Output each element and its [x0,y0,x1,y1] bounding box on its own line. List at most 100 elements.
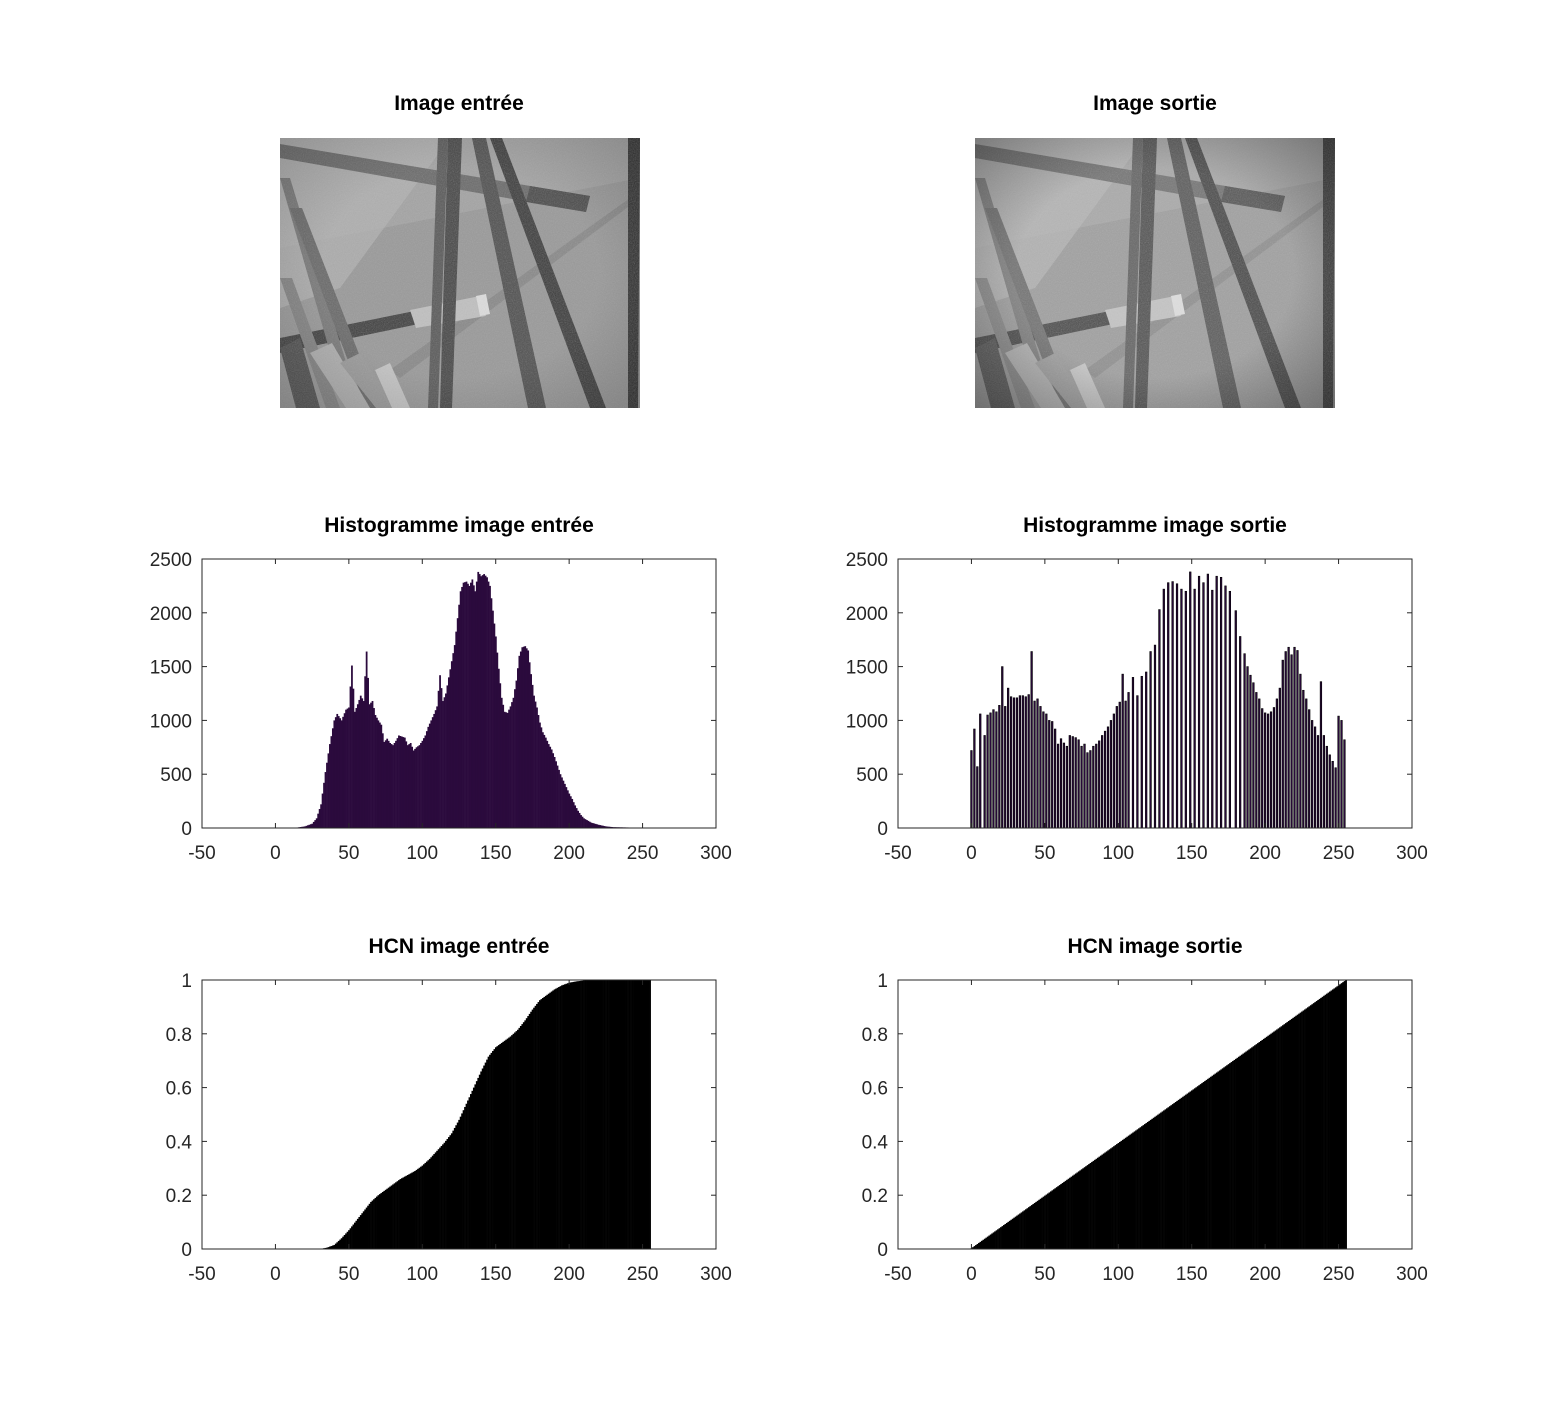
bar [1167,1107,1170,1249]
bar [1004,1224,1007,1249]
bar [1021,695,1024,829]
bar [417,746,419,828]
x-tick-label: 150 [1176,843,1208,864]
bar [359,695,362,828]
bar [1345,980,1347,1249]
bar [1086,1165,1089,1249]
bar [1003,1225,1005,1249]
bar [515,680,518,828]
photo-input [280,138,640,408]
bar [575,808,578,828]
bar-series [320,980,651,1249]
bar [305,825,308,828]
bar [558,769,560,828]
bar [1065,745,1068,829]
bar [364,676,367,828]
bar [1298,1013,1300,1249]
bar [644,980,647,1249]
bar [365,1207,368,1249]
bar [1074,737,1077,829]
bar [1229,1063,1231,1249]
bar [1060,1184,1063,1249]
bar [574,981,577,1249]
bar [1193,588,1196,829]
bar [383,1190,386,1249]
bar [547,744,550,828]
bar [424,1162,427,1249]
bar [1135,1130,1137,1249]
bar [446,1138,449,1249]
bar [1292,1017,1295,1249]
bar [489,1054,491,1249]
bar [405,1175,408,1249]
bar [445,1140,447,1249]
bar [1316,735,1320,829]
bar [1314,1002,1317,1249]
bar [1160,1112,1162,1249]
bar [506,712,509,828]
axes-frame [897,558,1413,829]
bar [550,991,553,1249]
bar [424,735,427,828]
bar [1091,1161,1093,1249]
bar [1042,711,1045,829]
bar [1116,1144,1118,1249]
bar [414,748,416,828]
bar [1045,1194,1048,1249]
bar [1059,738,1063,829]
bar [610,826,613,828]
bar [445,693,447,828]
bar [1048,720,1051,829]
bar [1322,735,1325,829]
bar [468,1097,471,1249]
bar [643,980,646,1249]
bar [1207,1078,1209,1249]
bar [1000,1227,1002,1249]
bar [431,1155,434,1249]
bar [995,711,998,829]
bar [370,702,372,828]
bar [590,822,593,828]
bar [361,698,364,828]
bar [1208,1077,1211,1249]
bar [527,1016,530,1249]
bar [621,980,624,1249]
bar [494,636,497,828]
bar [524,1020,527,1249]
bar [1234,610,1237,829]
bar [1072,1175,1074,1249]
y-tick-label: 0 [181,819,192,840]
bar [1080,1169,1083,1249]
bar [346,708,349,828]
bar [349,1228,352,1249]
bar [425,731,428,828]
bar [594,980,597,1249]
bar [630,980,632,1249]
bar [1023,1210,1026,1249]
bar [1098,740,1101,829]
bar [991,1233,994,1249]
bar [412,1171,415,1249]
bar [1127,1135,1130,1249]
y-tick-label: 1 [877,971,888,992]
bar [581,980,584,1249]
bar [1202,1082,1205,1249]
bar [1164,1109,1167,1249]
bar [1175,583,1179,829]
bar [1092,1160,1095,1249]
bar [500,1042,503,1249]
bar [1049,1191,1052,1249]
bar [439,1147,441,1249]
bar [452,1130,455,1249]
bar [1204,1080,1206,1249]
bar [331,728,334,828]
bar [1308,709,1311,829]
bar [1024,696,1027,829]
bar [550,749,553,828]
bar [566,790,569,828]
bar [1327,992,1330,1249]
bar [599,825,602,828]
bar [597,824,600,828]
bar [431,717,434,828]
bar [1179,1098,1181,1249]
